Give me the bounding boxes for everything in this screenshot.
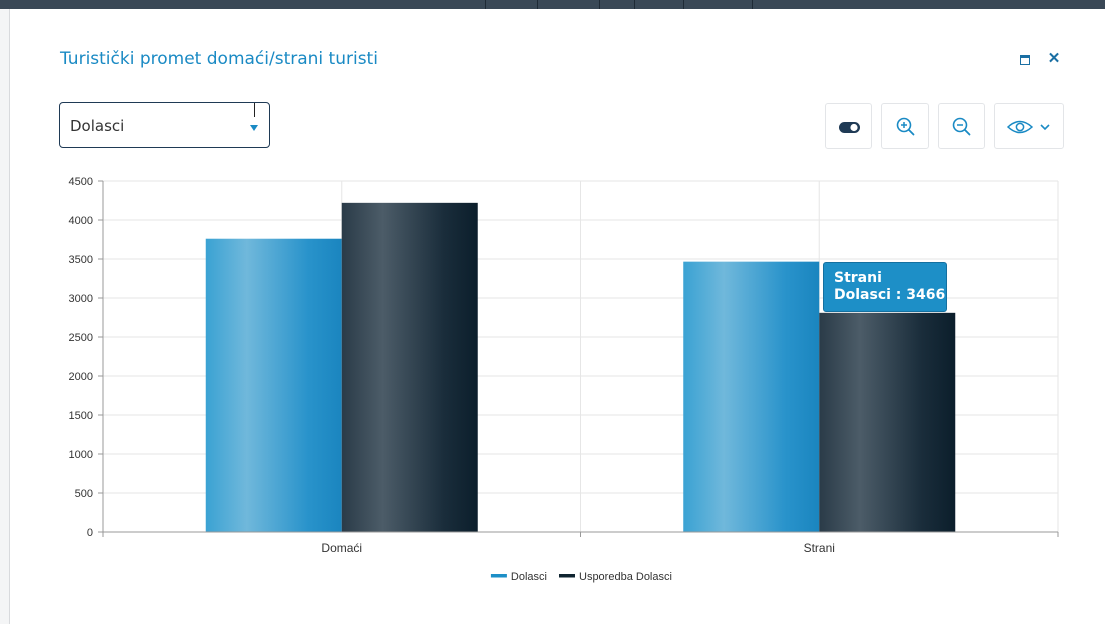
- x-tick-label: Domaći: [321, 541, 362, 555]
- bar-usporedba-dolasci-1: [819, 312, 956, 532]
- y-tick-label: 3000: [69, 293, 93, 305]
- metric-select-value: Dolasci: [70, 117, 125, 135]
- y-tick-label: 4000: [69, 215, 93, 227]
- bar-dolasci-0: [205, 238, 342, 532]
- toggle-button[interactable]: [825, 103, 872, 149]
- bar-dolasci-1: [683, 261, 820, 532]
- zoom-in-button[interactable]: [881, 103, 929, 149]
- dialog-title: Turistički promet domaći/strani turisti: [60, 49, 378, 69]
- toggle-icon: [839, 122, 860, 133]
- visibility-menu-graphic: [1006, 120, 1050, 134]
- text-cursor: [254, 103, 255, 117]
- legend-swatch-0: [490, 574, 507, 578]
- zoom-in-icon: [896, 117, 915, 136]
- close-icon[interactable]: ✕: [1047, 50, 1061, 67]
- legend-label-0: Dolasci: [511, 571, 547, 583]
- tooltip-value: Dolasci : 3466: [834, 287, 946, 303]
- y-tick-label: 1000: [69, 449, 93, 461]
- tooltip-category: Strani: [834, 270, 882, 286]
- bar-usporedba-dolasci-0: [341, 202, 478, 532]
- y-tick-label: 1500: [69, 410, 93, 422]
- zoom-out-icon: [952, 117, 971, 136]
- dropdown-arrow-icon: [250, 125, 258, 131]
- metric-select[interactable]: Dolasci: [59, 102, 270, 148]
- chart-tooltip: Strani Dolasci : 3466: [823, 262, 947, 312]
- background-window-bar: [0, 0, 1105, 9]
- y-tick-label: 0: [87, 527, 93, 539]
- x-tick-label: Strani: [804, 541, 835, 555]
- y-tick-label: 2500: [69, 332, 93, 344]
- chevron-down-icon: [1040, 124, 1050, 131]
- zoom-out-button[interactable]: [938, 103, 985, 149]
- y-tick-label: 2000: [69, 371, 93, 383]
- legend-swatch-1: [559, 574, 575, 578]
- y-tick-label: 3500: [69, 254, 93, 266]
- visibility-menu-button[interactable]: [994, 103, 1064, 149]
- background-window-edge: [0, 9, 10, 624]
- eye-icon: [1006, 120, 1034, 134]
- y-tick-label: 500: [75, 488, 93, 500]
- y-tick-label: 4500: [69, 176, 93, 188]
- maximize-icon[interactable]: [1018, 51, 1034, 67]
- legend-label-1: Usporedba Dolasci: [579, 571, 672, 583]
